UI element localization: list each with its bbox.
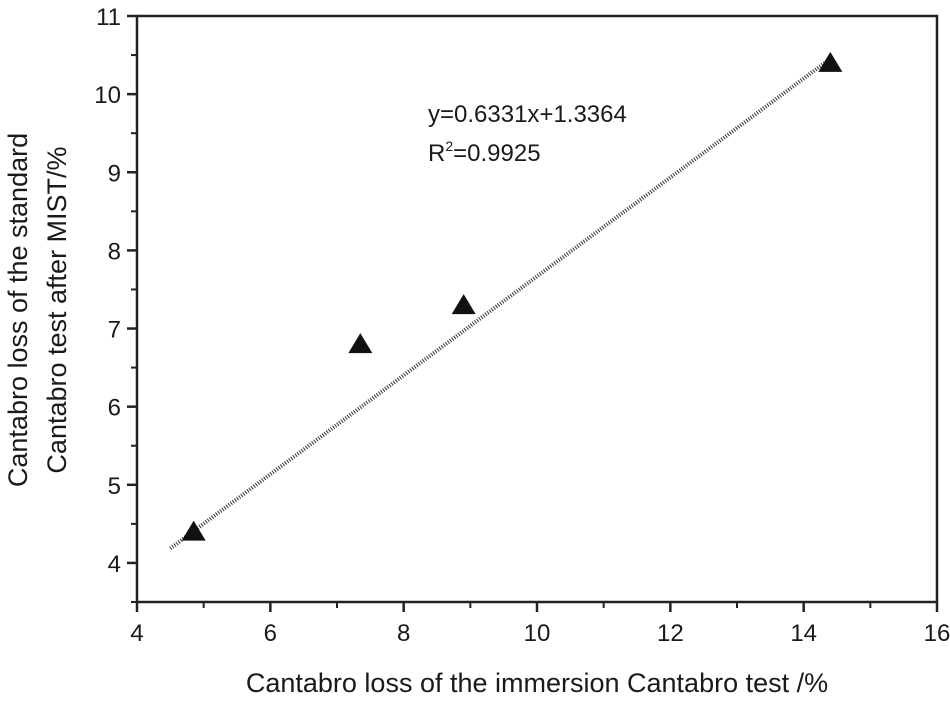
- data-points: [169, 51, 843, 551]
- data-point-triangle: [348, 333, 373, 354]
- y-tick-label: 6: [108, 395, 121, 422]
- y-axis-label-line2: Cantabro test after MIST/%: [42, 146, 72, 473]
- data-point-triangle: [181, 520, 206, 541]
- r2-superscript: 2: [445, 138, 453, 154]
- y-tick-label: 8: [108, 238, 121, 265]
- x-tick-label: 8: [397, 620, 410, 647]
- y-tick-label: 7: [108, 317, 121, 344]
- y-axis-label-line1: Cantabro loss of the standard: [3, 133, 33, 487]
- y-tick-label: 10: [94, 82, 121, 109]
- r2-value: =0.9925: [453, 140, 540, 167]
- x-tick-label: 12: [657, 620, 684, 647]
- y-tick-label: 11: [96, 4, 121, 31]
- y-tick-label: 9: [108, 160, 121, 187]
- x-axis-label: Cantabro loss of the immersion Cantabro …: [246, 668, 828, 698]
- r2-prefix: R: [428, 140, 445, 167]
- axes: 4 6 8 10 12 14 16 4 5 6 7 8 9 10 11: [94, 4, 950, 647]
- data-point-triangle: [451, 294, 476, 315]
- x-tick-label: 4: [130, 620, 143, 647]
- fit-equation: y=0.6331x+1.3364: [428, 101, 627, 128]
- x-tick-label: 16: [924, 620, 950, 647]
- data-point-triangle: [818, 51, 843, 72]
- x-tick-label: 14: [790, 620, 817, 647]
- x-tick-label: 6: [264, 620, 277, 647]
- x-tick-label: 10: [524, 620, 551, 647]
- y-tick-label: 5: [108, 473, 121, 500]
- y-tick-label: 4: [108, 551, 121, 578]
- fit-line: [169, 57, 832, 551]
- fit-r-squared: R2=0.9925: [428, 138, 541, 167]
